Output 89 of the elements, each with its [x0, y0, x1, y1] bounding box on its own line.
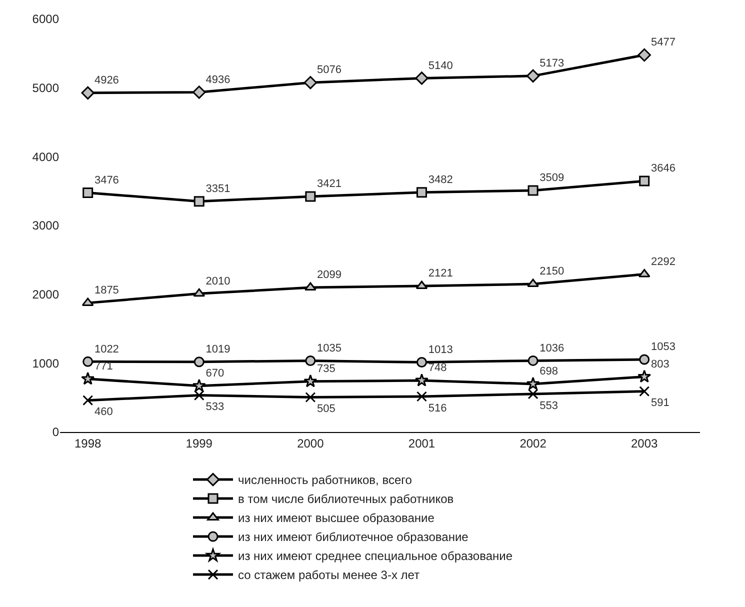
x-tick-label: 2000: [297, 436, 324, 450]
data-label: 670: [206, 368, 224, 380]
point: [528, 388, 538, 400]
data-label: 2010: [206, 275, 230, 288]
point: [415, 72, 428, 85]
point: [192, 378, 206, 392]
point: [194, 196, 204, 207]
point: [638, 48, 651, 62]
point: [639, 386, 650, 397]
data-label: 2099: [317, 269, 342, 282]
data-label: 5076: [317, 64, 342, 76]
point: [82, 356, 94, 367]
point: [416, 187, 427, 198]
y-tick-label: 1000: [32, 356, 60, 370]
data-label: 3476: [94, 174, 119, 186]
y-tick-label: 0: [52, 425, 60, 440]
legend-label: со стажем работы менее 3-х лет: [238, 568, 420, 582]
y-tick-label: 5000: [32, 81, 60, 96]
legend-label: численность работников, всего: [238, 473, 412, 488]
x-tick-label: 1999: [186, 436, 213, 450]
x-tick-label: 2001: [408, 436, 436, 450]
point: [304, 374, 318, 388]
point: [526, 69, 540, 83]
data-label: 1036: [540, 342, 564, 354]
point: [416, 391, 427, 402]
data-label: 516: [428, 402, 447, 414]
data-label: 460: [94, 406, 113, 418]
data-label: 1019: [206, 343, 230, 356]
data-label: 803: [650, 358, 670, 370]
legend-label: из них имеют среднее специальное образование: [238, 549, 513, 564]
point: [193, 288, 206, 297]
point: [194, 356, 204, 368]
data-label: 2150: [540, 266, 564, 278]
point: [638, 268, 650, 278]
legend-label: из них имеют библиотечное образование: [238, 530, 469, 544]
y-tick-label: 6000: [32, 12, 60, 26]
point: [526, 376, 540, 390]
point: [415, 373, 428, 386]
point: [194, 390, 204, 401]
data-label: 591: [650, 397, 670, 410]
point: [82, 395, 94, 406]
point: [638, 370, 652, 383]
point: [639, 176, 650, 186]
data-label: 1035: [317, 342, 342, 354]
point: [639, 354, 650, 365]
point: [527, 278, 539, 288]
data-label: 748: [428, 362, 447, 374]
data-label: 533: [206, 401, 224, 414]
point: [305, 191, 316, 202]
data-label: 5140: [428, 60, 453, 72]
y-tick-label: 2000: [32, 288, 60, 302]
x-tick-label: 1998: [74, 436, 102, 450]
data-label: 1053: [650, 341, 676, 354]
data-label: 5477: [650, 36, 676, 49]
data-label: 3482: [428, 174, 453, 186]
data-label: 1875: [94, 284, 119, 297]
data-label: 2292: [650, 256, 676, 268]
data-label: 3509: [540, 172, 564, 184]
data-label: 553: [540, 400, 558, 412]
legend-label: в том числе библиотечных работников: [238, 492, 454, 506]
x-tick-label: 2002: [520, 436, 547, 450]
data-label: 1013: [428, 344, 453, 356]
point: [528, 355, 538, 366]
point: [82, 187, 94, 198]
point: [416, 357, 427, 368]
point: [305, 356, 316, 366]
legend-label: из них имеют высшее образование: [238, 511, 435, 526]
data-label: 771: [94, 360, 113, 373]
data-label: 1022: [94, 343, 119, 356]
point: [528, 185, 538, 196]
point: [304, 76, 318, 90]
y-tick-label: 3000: [32, 218, 60, 233]
data-label: 735: [317, 363, 336, 376]
point: [81, 372, 95, 385]
x-tick-label: 2003: [631, 436, 658, 450]
data-label: 5173: [540, 58, 564, 70]
point: [192, 86, 206, 99]
data-label: 3646: [650, 162, 676, 175]
data-label: 3421: [317, 178, 342, 190]
data-label: 505: [317, 403, 336, 416]
data-label: 4936: [206, 74, 230, 86]
y-tick-label: 4000: [32, 150, 60, 164]
data-label: 698: [540, 366, 558, 378]
point: [305, 392, 316, 402]
point: [81, 86, 94, 100]
data-label: 2121: [428, 268, 453, 280]
data-label: 3351: [206, 182, 230, 195]
point: [304, 282, 316, 291]
data-label: 4926: [94, 74, 119, 87]
